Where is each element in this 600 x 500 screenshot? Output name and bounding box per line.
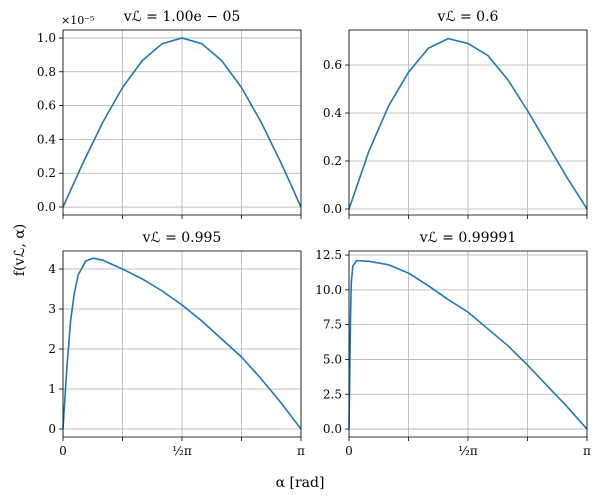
y-axis-label: f(vℒ, α): [12, 224, 28, 276]
y-tick-label: 12.5: [315, 248, 342, 262]
plot-frame: [62, 29, 302, 216]
y-tick-label: 0.0: [323, 202, 342, 216]
y-tick-label: 4: [48, 262, 56, 276]
y-tick-label: 0: [48, 422, 56, 436]
y-tick-label: 2: [48, 342, 56, 356]
y-tick-label: 2.5: [323, 387, 342, 401]
x-tick-label: 0: [59, 444, 67, 458]
x-tick-label: 0: [345, 444, 353, 458]
y-tick-label: 3: [48, 302, 56, 316]
y-tick-label: 10.0: [315, 283, 342, 297]
subplot-title: vℒ = 0.995: [142, 230, 222, 246]
line: [348, 37, 588, 210]
subplot-title: vℒ = 0.99991: [419, 230, 517, 246]
x-tick-label: π: [297, 444, 305, 458]
y-tick-label: 5.0: [323, 352, 342, 366]
subplot-title: vℒ = 1.00e − 05: [123, 9, 241, 25]
y-tick-label: 1.0: [37, 31, 56, 45]
y-tick-label: 0.4: [323, 106, 342, 120]
y-tick-label: 0.0: [323, 422, 342, 436]
y-tick-label: 0.8: [37, 65, 56, 79]
plot-frame: [348, 29, 588, 216]
x-axis-label: α [rad]: [276, 475, 325, 491]
y-tick-label: 7.5: [323, 318, 342, 332]
plot-frame: [348, 250, 588, 438]
y-tick-label: 0.4: [37, 132, 56, 146]
plot-frame: [62, 250, 302, 438]
x-tick-label: π: [583, 444, 591, 458]
y-tick-label: 0.2: [37, 166, 56, 180]
offset-label: ×10⁻⁵: [61, 14, 94, 27]
subplot-title: vℒ = 0.6: [437, 9, 499, 25]
line: [348, 259, 588, 430]
y-tick-label: 0.6: [37, 99, 56, 113]
x-tick-label: ½π: [458, 444, 478, 458]
y-tick-label: 1: [48, 382, 56, 396]
y-tick-label: 0.2: [323, 154, 342, 168]
x-tick-label: ½π: [172, 444, 192, 458]
y-tick-label: 0.0: [37, 200, 56, 214]
line: [62, 257, 302, 430]
line: [62, 37, 302, 208]
y-tick-label: 0.6: [323, 58, 342, 72]
